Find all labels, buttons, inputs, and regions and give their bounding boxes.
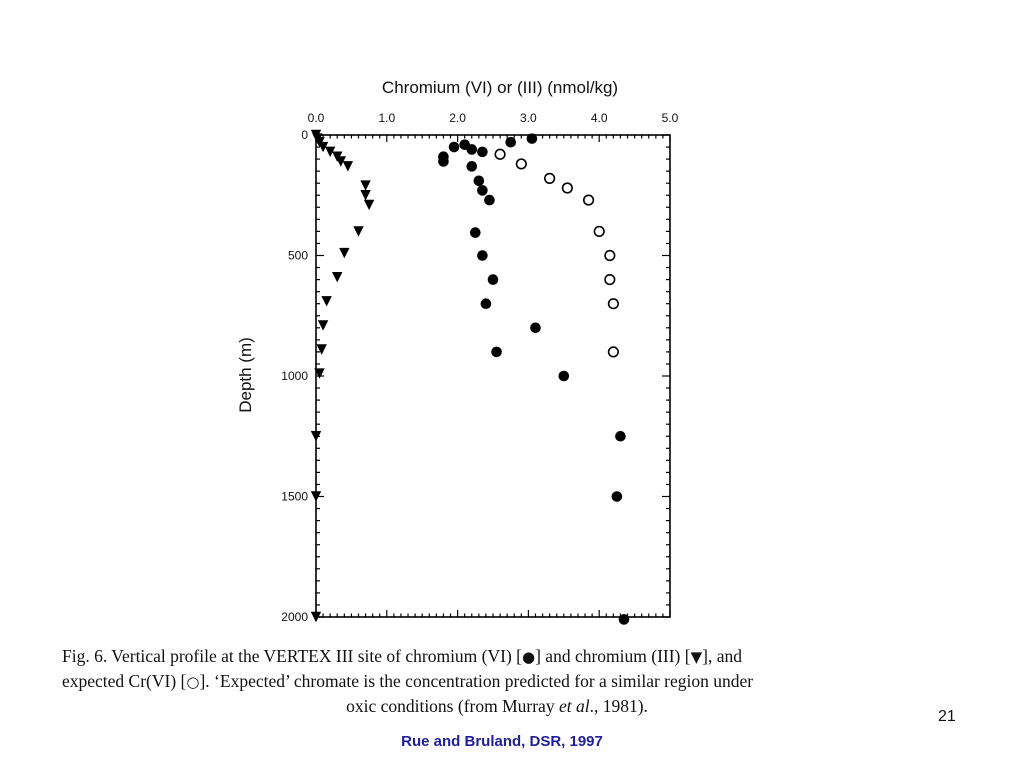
chromium-iii-point (363, 199, 375, 211)
x-tick-label: 5.0 (662, 111, 679, 125)
open-circle-icon: ○ (186, 673, 200, 691)
depth-profile-chart: Chromium (VI) or (III) (nmol/kg) Depth (… (236, 78, 679, 625)
chromium-vi-point (470, 227, 481, 238)
chromium-vi-point (473, 175, 485, 187)
y-tick-label: 0 (301, 128, 308, 142)
plot-axes: 0.0 1.0 2.0 3.0 4.0 5.0 0 500 1000 1500 2000 (281, 111, 678, 624)
caption-text: oxic conditions (from Murray (346, 696, 559, 716)
chromium-vi-point (558, 370, 570, 382)
caption-italic-text: et al (558, 696, 590, 716)
chromium-vi-point (615, 430, 626, 442)
caption-text: ] and chromium (III) [ (535, 646, 691, 666)
expected-cr-vi-point (593, 225, 605, 237)
chromium-iii-point (310, 611, 322, 623)
caption-text: ], and (702, 646, 742, 666)
chromium-iii-point (317, 141, 329, 153)
x-tick-label: 3.0 (520, 111, 537, 125)
chromium-iii-point (310, 431, 322, 442)
x-tick-label: 1.0 (378, 111, 395, 125)
y-tick-label: 500 (288, 249, 308, 263)
chromium-iii-point (360, 190, 371, 201)
caption-line-1: Fig. 6. Vertical profile at the VERTEX I… (62, 644, 932, 669)
expected-cr-vi-point (515, 158, 527, 170)
chromium-vi-point (477, 185, 488, 196)
chromium-iii-point (324, 146, 336, 158)
chromium-vi-point (530, 322, 541, 334)
chromium-vi-point (484, 194, 495, 206)
expected-cr-vi-point (607, 298, 619, 310)
chromium-vi-point (477, 250, 488, 261)
caption-text: Fig. 6. Vertical profile at the VERTEX I… (62, 646, 522, 666)
chromium-vi-point (438, 156, 449, 167)
chromium-vi-point (618, 614, 630, 625)
chromium-vi-point (526, 133, 538, 144)
filled-circle-icon: ● (522, 648, 536, 666)
expected-cr-vi-point (494, 148, 506, 160)
chromium-vi-point (480, 298, 492, 310)
caption-line-2: expected Cr(VI) [○]. ‘Expected’ chromate… (62, 669, 932, 694)
expected-cr-vi-point (604, 249, 616, 262)
filled-triangle-icon: ▼ (690, 648, 703, 666)
chromium-iii-point (314, 368, 325, 379)
chromium-vi-point (611, 491, 623, 502)
citation: Rue and Bruland, DSR, 1997 (401, 733, 603, 750)
chromium-iii-point (321, 296, 332, 307)
chromium-iii-point (360, 180, 371, 191)
caption-text: ., 1981). (589, 696, 648, 716)
slide-number: 21 (938, 708, 956, 725)
figure-caption: Fig. 6. Vertical profile at the VERTEX I… (62, 644, 932, 718)
expected-cr-vi-point (544, 172, 556, 184)
chromium-iii-point (310, 491, 322, 502)
x-axis-title: Chromium (VI) or (III) (nmol/kg) (382, 78, 618, 97)
chromium-iii-point (317, 320, 329, 331)
y-tick-label: 2000 (281, 610, 308, 624)
x-tick-label: 0.0 (308, 111, 325, 125)
x-tick-label: 4.0 (591, 111, 608, 125)
chromium-vi-point (448, 141, 460, 153)
chromium-vi-point (487, 274, 499, 285)
chromium-iii-point (353, 226, 364, 237)
chromium-iii-point (342, 161, 354, 172)
chromium-vi-point (477, 146, 488, 158)
data-points (310, 129, 630, 625)
expected-cr-vi-point (604, 274, 616, 286)
y-tick-label: 1500 (281, 490, 308, 504)
x-tick-label: 2.0 (449, 111, 466, 125)
chromium-vi-point (466, 161, 478, 172)
y-tick-label: 1000 (281, 369, 308, 383)
expected-cr-vi-point (582, 194, 595, 206)
y-axis-title: Depth (m) (236, 337, 255, 413)
chromium-iii-point (332, 271, 343, 283)
chromium-vi-point (491, 346, 502, 358)
caption-line-3: oxic conditions (from Murray et al., 198… (62, 694, 932, 718)
chromium-vi-point (505, 136, 516, 148)
caption-text: ]. ‘Expected’ chromate is the concentrat… (199, 671, 754, 691)
expected-cr-vi-point (561, 182, 573, 194)
caption-text: expected Cr(VI) [ (62, 671, 187, 691)
chromium-iii-point (316, 344, 327, 355)
chromium-iii-point (335, 156, 346, 167)
chromium-vi-point (466, 144, 478, 155)
chromium-iii-point (339, 247, 350, 259)
expected-cr-vi-point (607, 346, 619, 358)
